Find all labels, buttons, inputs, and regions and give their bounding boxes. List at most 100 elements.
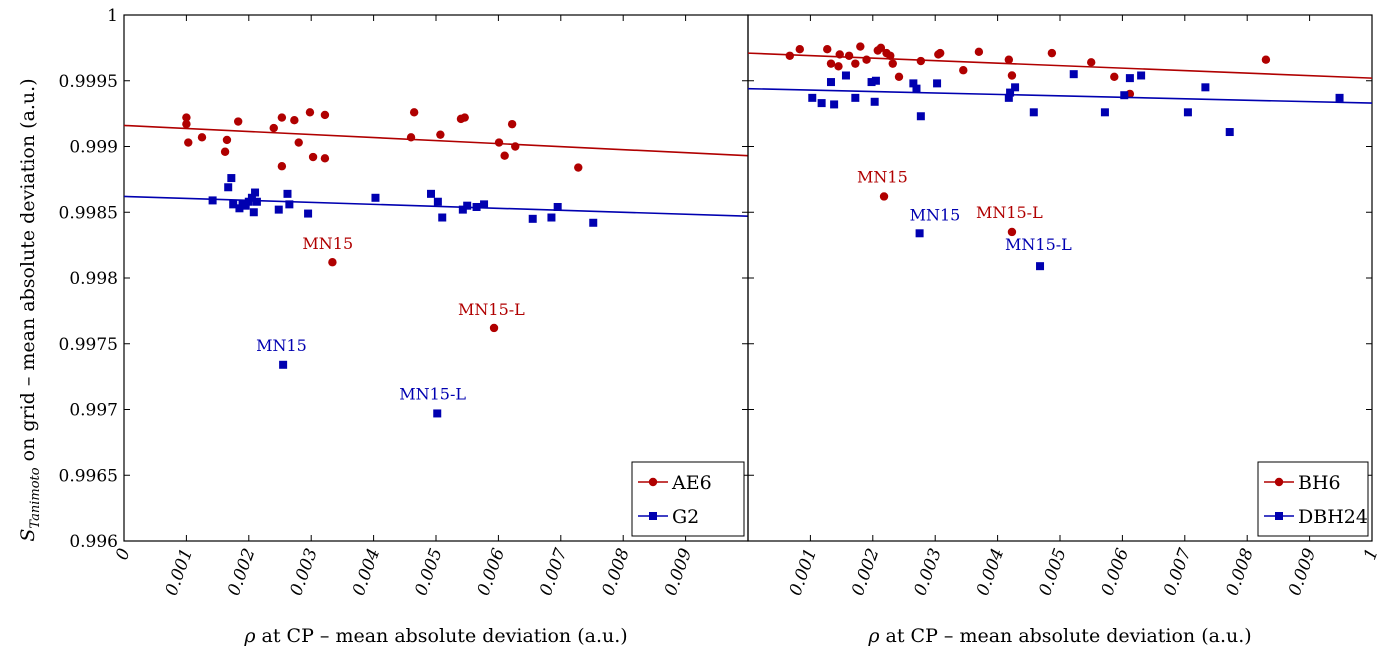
data-point: [1225, 128, 1234, 137]
data-point: [933, 79, 942, 88]
data-point: [851, 59, 860, 68]
data-point: [184, 138, 193, 147]
data-point: [224, 183, 233, 192]
data-point: [856, 42, 865, 51]
data-point: [867, 78, 876, 87]
data-point: [1110, 72, 1119, 82]
data-point: [1087, 58, 1096, 67]
data-point: [935, 48, 945, 58]
data-point: [823, 44, 832, 54]
legend: BH6 DBH24: [1257, 461, 1369, 537]
data-point: [285, 200, 294, 209]
data-point: [959, 66, 968, 75]
data-point: [274, 205, 283, 214]
y-tick-label: 0.996: [69, 532, 118, 552]
data-point: [1201, 83, 1210, 92]
data-point: [436, 130, 445, 139]
data-point: [1120, 91, 1129, 100]
data-point: [251, 188, 260, 197]
data-point: [472, 202, 481, 211]
series-dbh24: MN15 MN15-L: [747, 70, 1373, 271]
x-tick-label: 0.005: [1035, 546, 1070, 599]
y-tick-label: 0.9975: [59, 335, 118, 355]
outlier-label: MN15: [910, 205, 961, 224]
data-point: [494, 138, 504, 147]
data-point: [916, 112, 925, 121]
data-point: [305, 108, 315, 117]
outlier-point: [489, 323, 499, 333]
data-point: [1004, 93, 1013, 102]
legend-box: [631, 461, 745, 537]
data-point: [785, 51, 795, 60]
x-tick-label: 0.001: [162, 546, 197, 599]
data-point: [1137, 71, 1146, 80]
x-tick-label: 0.008: [598, 546, 634, 599]
x-tick-label: 0.007: [1160, 546, 1196, 599]
legend-marker: [649, 512, 657, 520]
data-point: [916, 56, 926, 66]
data-point: [528, 214, 537, 223]
x-axis-title: ρ at CP – mean absolute deviation (a.u.): [867, 625, 1251, 647]
series-ae6: MN15 MN15-L: [123, 108, 749, 333]
y-tick-label: 0.999: [69, 138, 118, 158]
legend: AE6 G2: [631, 461, 745, 537]
data-point: [830, 100, 839, 109]
data-point: [320, 110, 330, 120]
data-point: [220, 147, 230, 156]
data-point: [229, 200, 238, 209]
trend-line: [123, 195, 749, 217]
data-point: [1125, 74, 1134, 83]
legend-label: BH6: [1298, 472, 1341, 494]
x-tick-label: 0.008: [1222, 546, 1258, 599]
y-axis-title: STanimoto on grid – mean absolute deviat…: [17, 78, 43, 541]
data-point: [862, 55, 871, 64]
legend-label: AE6: [671, 472, 712, 494]
outlier-label: MN15: [857, 167, 908, 186]
data-point: [1007, 71, 1017, 80]
legend-label: G2: [672, 506, 699, 528]
x-tick-label: 0.003: [286, 546, 321, 599]
trend-line: [123, 124, 749, 157]
data-point: [371, 193, 380, 202]
data-point: [1047, 48, 1057, 58]
data-point: [834, 62, 843, 71]
data-point: [277, 113, 287, 122]
data-point: [409, 108, 419, 117]
data-point: [249, 208, 258, 217]
data-point: [247, 193, 256, 202]
x-tick-label: 0.009: [1285, 546, 1321, 599]
data-point: [553, 202, 562, 211]
series-bh6: MN15 MN15-L: [747, 42, 1373, 237]
data-point: [1011, 83, 1020, 92]
data-point: [1069, 70, 1078, 79]
x-tick-label: 0.004: [973, 546, 1008, 599]
data-point: [826, 59, 836, 68]
y-tick-label: 0.9995: [59, 72, 118, 92]
outlier-point: [1036, 262, 1045, 271]
outlier-label: MN15: [302, 234, 353, 253]
data-point: [182, 119, 191, 129]
data-point: [547, 213, 556, 222]
data-point: [433, 197, 442, 206]
data-point: [851, 93, 860, 102]
outlier-label: MN15-L: [976, 203, 1043, 222]
outlier-label: MN15-L: [399, 384, 466, 403]
data-point: [886, 51, 895, 60]
data-point: [406, 133, 416, 142]
data-point: [1006, 88, 1015, 97]
data-point: [795, 44, 804, 54]
outlier-point: [279, 360, 288, 369]
legend-marker: [1275, 512, 1283, 520]
data-point: [870, 97, 879, 106]
outlier-point: [879, 192, 889, 201]
data-point: [277, 162, 287, 171]
series-g2: MN15 MN15-L: [123, 174, 749, 418]
outlier-label: MN15-L: [1005, 235, 1072, 254]
data-point: [427, 189, 436, 198]
data-point: [480, 200, 489, 209]
data-point: [438, 213, 447, 222]
y-tick-label: 1: [107, 6, 118, 26]
data-point: [974, 47, 984, 57]
x-tick-label: 0.006: [1098, 546, 1134, 599]
